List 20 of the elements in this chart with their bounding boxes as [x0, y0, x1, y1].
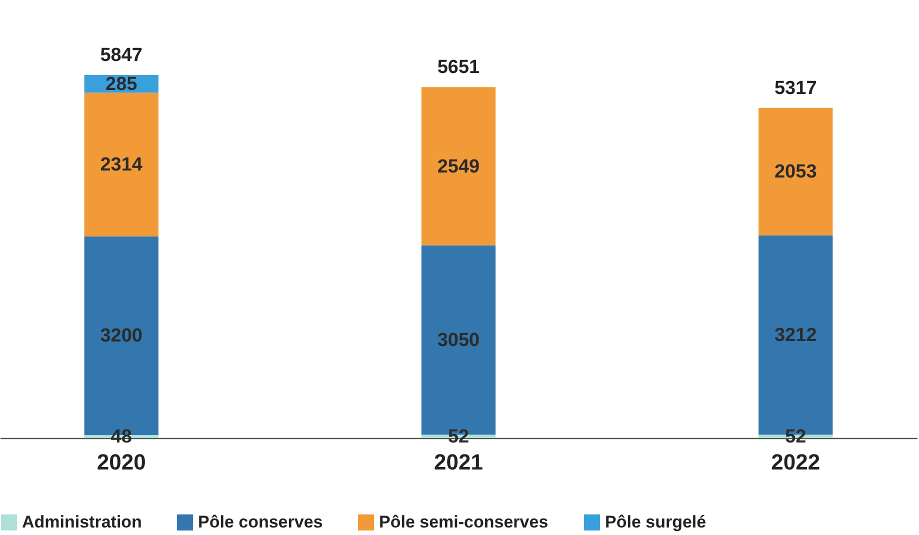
data-label: 3050 — [437, 330, 480, 352]
data-label: 2053 — [774, 162, 817, 183]
total-label: 5847 — [100, 45, 143, 66]
bar — [421, 87, 496, 246]
x-tick-label: 2022 — [771, 450, 820, 474]
legend-label: Administration — [22, 512, 142, 532]
data-label: 285 — [106, 74, 138, 95]
data-label: 3212 — [774, 325, 817, 346]
x-tick-label: 2021 — [434, 450, 483, 474]
x-tick-label: 2020 — [96, 450, 146, 474]
bar — [758, 108, 833, 236]
data-label: 2549 — [437, 156, 480, 178]
legend-label: Pôle conserves — [198, 512, 323, 532]
legend-label: Pôle surgelé — [605, 512, 706, 532]
data-label: 2314 — [100, 154, 143, 176]
total-label: 5651 — [437, 57, 480, 78]
bar — [84, 92, 158, 236]
data-label: 3200 — [100, 326, 143, 347]
total-label: 5317 — [774, 78, 817, 99]
legend-label: Pôle semi-conserves — [379, 512, 548, 532]
